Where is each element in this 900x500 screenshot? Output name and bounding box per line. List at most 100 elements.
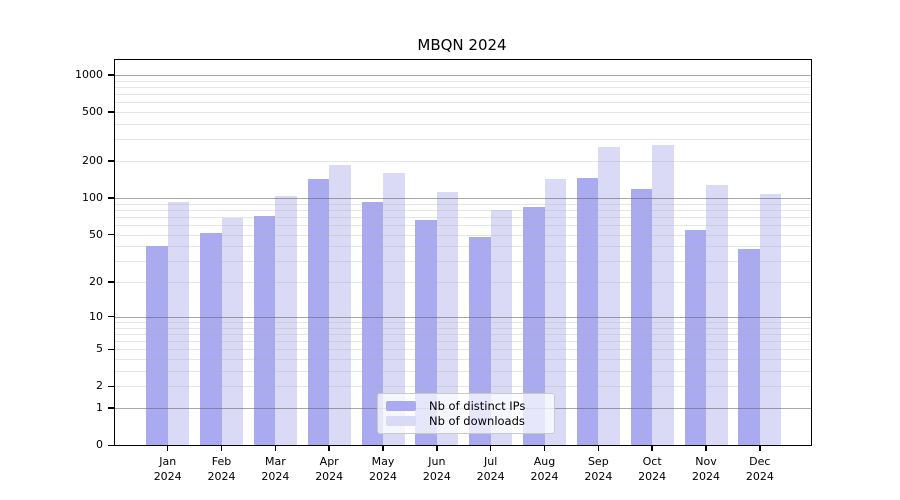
- y-axis-tick-label: 0: [96, 438, 103, 452]
- gridline-minor: [115, 161, 811, 163]
- plot-area: 0 1 2 5 10 20 50 100 200 500 1000 Jan 2024 Feb 2024 M…: [75, 59, 812, 483]
- gridline-minor: [115, 80, 811, 82]
- legend-label-downloads: Nb of downloads: [429, 413, 525, 428]
- x-axis-tick: [220, 445, 223, 451]
- legend-swatch-downloads: [386, 416, 416, 426]
- gridline-minor: [115, 321, 811, 323]
- gridline-minor: [115, 139, 811, 141]
- gridline-minor: [115, 371, 811, 372]
- bar-distinct-ips-dec: [738, 248, 760, 445]
- y-axis-tick: [108, 348, 115, 350]
- y-axis-tick: [108, 111, 115, 113]
- y-axis-tick: [108, 160, 115, 162]
- legend-label-distinct-ips: Nb of distinct IPs: [429, 398, 526, 413]
- gridline-minor: [115, 216, 811, 218]
- x-axis-tick-label-jul: Jul 2024: [476, 455, 505, 483]
- bar-downloads-mar: [275, 196, 297, 445]
- y-axis-tick-label: 100: [82, 190, 103, 204]
- bar-downloads-sep: [598, 147, 620, 445]
- legend-entry-downloads: Nb of downloads: [386, 414, 546, 428]
- bar-distinct-ips-mar: [253, 216, 276, 445]
- legend-swatch-distinct-ips: [386, 401, 416, 411]
- y-axis-tick-label: 50: [89, 227, 103, 241]
- bar-downloads-apr: [329, 164, 351, 445]
- x-axis-tick-label-may: May 2024: [369, 455, 398, 483]
- gridline-minor: [115, 359, 811, 361]
- x-axis-tick-label-sep: Sep 2024: [584, 455, 613, 483]
- x-axis-tick-label-apr: Apr 2024: [315, 455, 344, 483]
- gridline-minor: [115, 86, 811, 88]
- y-axis-tick: [108, 197, 115, 199]
- bar-distinct-ips-apr: [307, 179, 330, 445]
- axes-layer: 0 1 2 5 10 20 50 100 200 500 1000 Jan 2024 Feb 2024 M…: [75, 60, 811, 483]
- y-axis-tick-label: 500: [82, 105, 103, 119]
- y-axis-tick: [108, 316, 115, 318]
- gridline-minor: [115, 124, 811, 126]
- gridline-minor: [115, 209, 811, 211]
- y-axis-tick: [108, 281, 115, 283]
- gridline-minor: [115, 102, 811, 104]
- y-axis-tick-label: 1: [96, 401, 103, 415]
- gridline-minor: [115, 282, 811, 284]
- y-axis-tick-label: 1000: [75, 68, 103, 82]
- bar-downloads-feb: [221, 218, 244, 445]
- gridline-minor: [115, 261, 811, 263]
- gridline-minor: [115, 224, 811, 226]
- y-axis-tick: [108, 444, 115, 446]
- gridline-minor: [115, 327, 811, 329]
- x-axis-tick-label-aug: Aug 2024: [530, 455, 559, 483]
- gridlines-layer: [115, 60, 811, 445]
- bar-distinct-ips-aug: [523, 206, 545, 445]
- x-axis-tick: [328, 445, 330, 451]
- bar-downloads-nov: [706, 185, 728, 445]
- bar-distinct-ips-jul: [469, 236, 491, 445]
- gridline-minor: [115, 333, 811, 335]
- x-axis-tick: [651, 445, 653, 451]
- gridline-minor: [115, 246, 811, 248]
- bar-downloads-dec: [759, 194, 782, 445]
- x-axis-tick-label-nov: Nov 2024: [692, 455, 720, 483]
- x-axis-tick-label-jun: Jun 2024: [422, 455, 451, 483]
- x-axis-tick: [382, 445, 384, 451]
- bars-layer: [115, 60, 811, 445]
- y-axis-tick-label: 20: [89, 275, 103, 289]
- x-axis-tick-label-oct: Oct 2024: [638, 455, 667, 483]
- legend-entry-distinct-ips: Nb of distinct IPs: [386, 399, 546, 413]
- x-axis-tick: [543, 445, 546, 451]
- gridline-minor: [115, 203, 811, 205]
- bar-distinct-ips-nov: [684, 229, 706, 445]
- y-axis-tick-label: 200: [82, 154, 103, 168]
- bar-distinct-ips-sep: [576, 177, 599, 445]
- gridline-minor: [115, 94, 811, 96]
- y-axis-tick-label: 10: [89, 309, 103, 323]
- x-axis-tick: [489, 445, 492, 451]
- bar-distinct-ips-jun: [415, 219, 437, 445]
- bar-downloads-aug: [544, 178, 566, 445]
- x-axis-tick: [759, 445, 761, 451]
- gridline-major: [115, 316, 811, 318]
- gridline-major: [115, 197, 811, 199]
- bar-downloads-jun: [436, 191, 459, 445]
- legend: Nb of distinct IPs Nb of downloads: [377, 393, 555, 434]
- y-axis-tick: [108, 385, 115, 388]
- x-axis-tick: [167, 445, 169, 451]
- gridline-minor: [115, 234, 811, 236]
- x-axis-tick-label-jan: Jan 2024: [153, 455, 182, 483]
- gridline-major: [115, 75, 811, 77]
- y-axis-tick-label: 2: [96, 379, 103, 393]
- bar-downloads-oct: [652, 144, 674, 445]
- gridline-minor: [115, 349, 811, 351]
- bar-downloads-may: [383, 172, 405, 445]
- y-axis-tick: [108, 407, 115, 409]
- bar-distinct-ips-may: [361, 201, 384, 445]
- x-axis-tick-label-feb: Feb 2024: [207, 455, 236, 483]
- bar-distinct-ips-jan: [146, 246, 168, 445]
- x-axis-tick-label-mar: Mar 2024: [261, 455, 290, 483]
- x-axis-tick: [597, 445, 600, 451]
- y-axis-tick: [108, 74, 115, 76]
- y-axis-tick: [108, 233, 115, 236]
- y-axis-tick-label: 5: [96, 342, 103, 356]
- bar-downloads-jan: [167, 202, 190, 445]
- x-axis-tick: [436, 445, 438, 451]
